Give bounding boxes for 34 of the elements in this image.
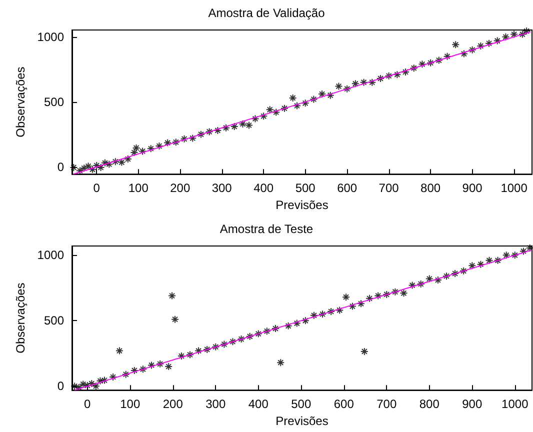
x-tick-label: 900 (462, 397, 482, 412)
x-tick-label: 800 (420, 181, 441, 196)
y-tick-label: 500 (44, 314, 64, 328)
x-tick-label: 600 (337, 181, 358, 196)
x-tick-label: 500 (295, 181, 316, 196)
x-tick-label: 200 (162, 397, 184, 412)
x-tick-label: 400 (254, 181, 274, 196)
x-tick-label: 0 (84, 397, 92, 412)
x-tick-label: 600 (334, 397, 354, 412)
y-axis-title: Observações (13, 66, 28, 138)
x-axis-title: Previsões (276, 414, 328, 428)
y-tick-label: 1000 (37, 30, 64, 44)
y-tick-label: 0 (57, 160, 64, 174)
chart-title: Amostra de Validação (208, 6, 326, 20)
x-tick-label: 1000 (500, 181, 528, 196)
x-tick-label: 800 (419, 397, 440, 412)
x-tick-label: 0 (93, 181, 100, 196)
chart-title: Amostra de Teste (220, 222, 314, 236)
x-tick-label: 100 (120, 397, 140, 412)
y-axis-title: Observações (13, 282, 28, 354)
x-tick-label: 1000 (502, 397, 529, 412)
x-tick-label: 900 (462, 181, 483, 196)
x-tick-label: 100 (128, 181, 149, 196)
x-tick-label: 500 (291, 397, 312, 412)
x-tick-label: 200 (170, 181, 190, 196)
y-tick-label: 500 (44, 94, 64, 109)
x-tick-label: 400 (248, 397, 269, 412)
x-axis-title: Previsões (276, 198, 328, 212)
y-tick-label: 1000 (37, 248, 64, 262)
y-tick-label: 0 (57, 379, 64, 394)
x-tick-label: 700 (378, 181, 400, 196)
x-tick-label: 300 (206, 397, 226, 412)
x-tick-label: 700 (376, 397, 397, 412)
x-tick-label: 300 (212, 181, 232, 196)
